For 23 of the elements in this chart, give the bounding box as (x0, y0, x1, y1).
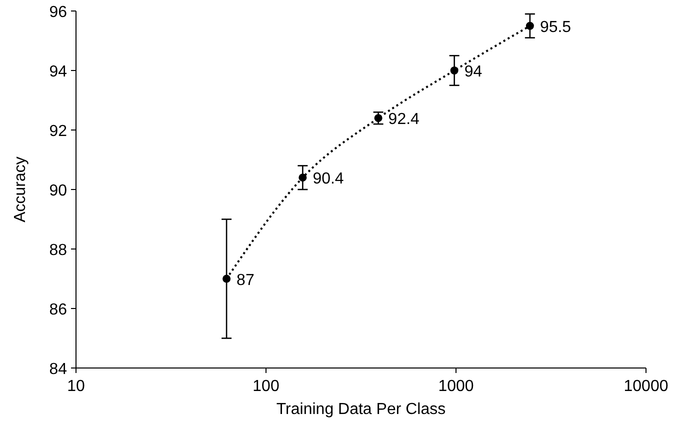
y-tick-label: 86 (49, 302, 68, 318)
data-label: 87 (236, 272, 254, 289)
y-axis-title: Accuracy (12, 156, 29, 222)
point (222, 274, 231, 283)
data-label: 92.4 (388, 111, 420, 128)
data-label: 90.4 (312, 170, 344, 188)
y-tick-label: 94 (49, 64, 68, 80)
data-label: 95.5 (540, 18, 572, 36)
data-label: 94 (464, 64, 482, 80)
point (526, 22, 534, 30)
x-tick-label: 10 (67, 378, 85, 395)
y-tick-label: 88 (49, 242, 68, 259)
point (450, 66, 458, 74)
point (374, 114, 382, 122)
x-tick-label: 10000 (624, 378, 668, 395)
y-tick-label: 90 (49, 182, 68, 200)
x-axis-title: Training Data Per Class (276, 401, 446, 418)
y-tick-label: 84 (49, 361, 68, 378)
y-tick-label: 92 (49, 123, 68, 140)
point (298, 174, 307, 182)
x-tick-label: 1000 (438, 378, 474, 395)
y-tick-label: 96 (49, 4, 68, 21)
x-tick-label: 100 (252, 378, 280, 395)
